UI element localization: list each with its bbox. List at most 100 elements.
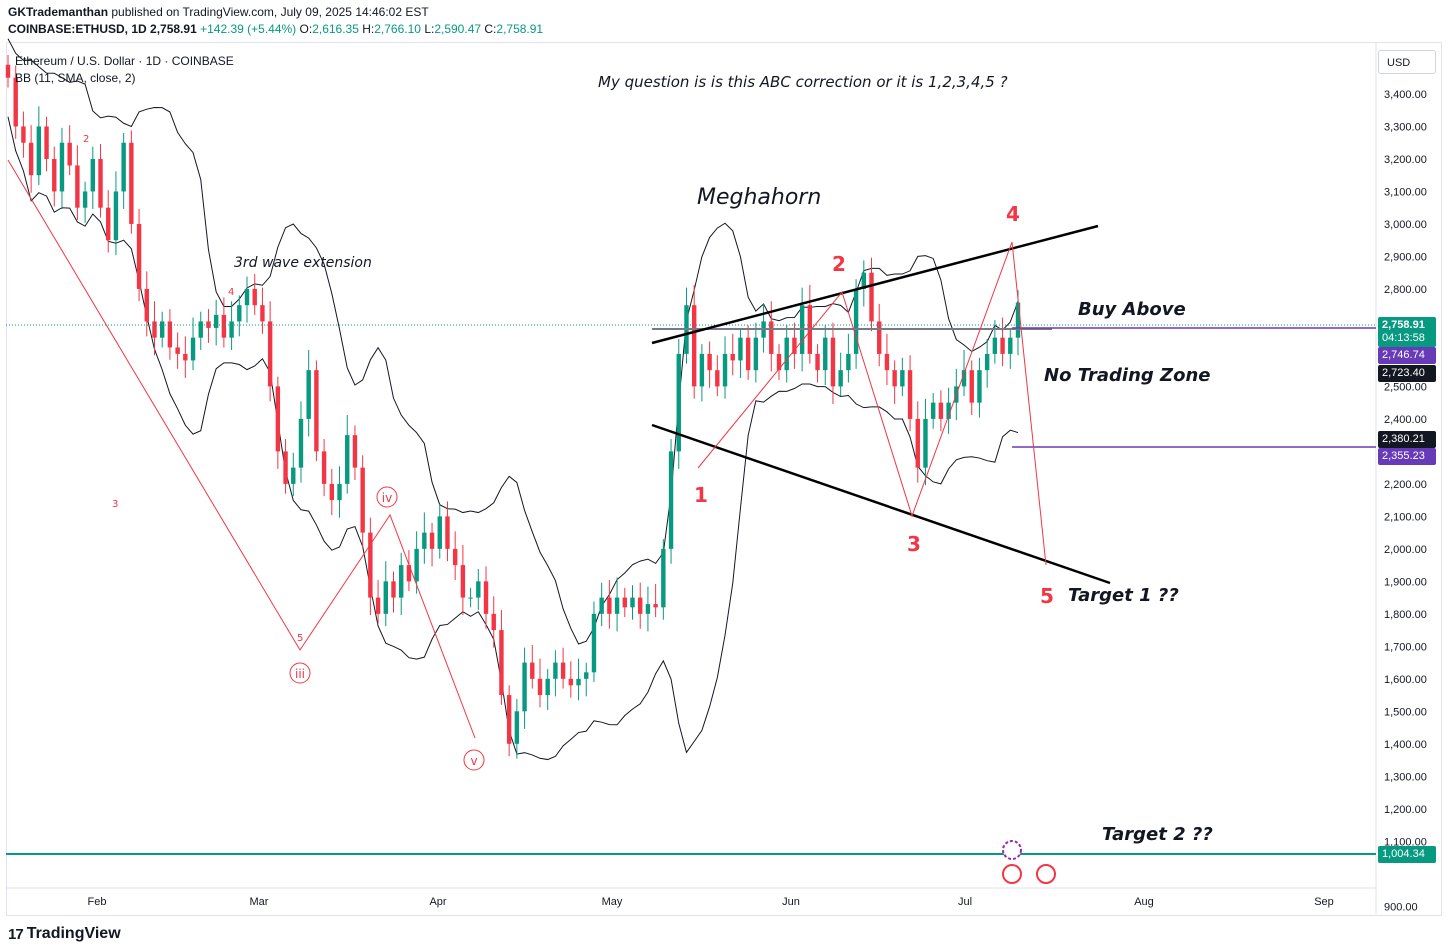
candle-body — [483, 581, 489, 614]
us-flag-event-icon-2[interactable] — [1036, 864, 1056, 884]
candle-body — [676, 353, 681, 452]
candle-body — [190, 337, 196, 361]
candle-body — [113, 191, 119, 241]
candle-body — [59, 142, 65, 192]
x-tick-label: Sep — [1314, 896, 1334, 908]
question-text: My question is is this ABC correction or… — [598, 73, 1008, 91]
candle-body — [368, 532, 373, 598]
drawings — [6, 159, 1376, 855]
ohlc-low-label: L: — [424, 22, 435, 36]
y-tick-label: 1,600.00 — [1384, 674, 1427, 686]
x-tick-label: May — [602, 896, 623, 908]
candle-body — [221, 314, 227, 338]
ohlc-close: 2,758.91 — [496, 22, 544, 36]
candle-body — [144, 288, 149, 322]
candle-body — [506, 695, 512, 744]
candle-body — [946, 402, 951, 419]
candle-body — [414, 548, 419, 582]
candle-body — [445, 516, 450, 549]
extension-text: 3rd wave extension — [234, 255, 372, 271]
candle-body — [260, 305, 265, 322]
axis-layer — [6, 42, 1377, 916]
candle-body — [853, 288, 859, 354]
symbol-name: COINBASE:ETHUSD, 1D — [8, 22, 147, 36]
bb-lower-band — [7, 116, 1019, 761]
candle-body — [13, 77, 18, 127]
candle-body — [884, 353, 890, 371]
currency-button[interactable]: USD — [1378, 50, 1436, 74]
wave-label-v: v — [470, 754, 477, 768]
candle-body — [437, 516, 442, 549]
y-tick-label: 1,400.00 — [1384, 739, 1427, 751]
y-tick-label: 3,000.00 — [1384, 219, 1427, 231]
price-tag-black-1: 2,723.40 — [1378, 365, 1436, 382]
candle-body — [607, 597, 612, 614]
candle-body — [1008, 337, 1013, 354]
y-tick-label: 1,100.00 — [1384, 836, 1427, 848]
author-name[interactable]: GKTrademanthan — [8, 5, 109, 19]
candle-body — [21, 126, 26, 143]
ohlc-low: 2,590.47 — [434, 22, 482, 36]
candle-body — [584, 672, 589, 679]
candle-body — [961, 370, 967, 387]
us-flag-event-icon[interactable] — [1002, 864, 1022, 884]
x-tick-label: Mar — [250, 896, 269, 908]
candle-body — [591, 613, 597, 673]
candle-body — [75, 165, 80, 208]
candle-body — [345, 435, 350, 484]
candle-body — [630, 597, 635, 608]
candle-body — [707, 353, 712, 371]
legend-title: Ethereum / U.S. Dollar · 1D · COINBASE — [15, 54, 234, 68]
pattern-title: Meghahorn — [697, 185, 821, 210]
wave-label-3: 3 — [907, 532, 921, 556]
candle-body — [491, 613, 496, 631]
candle-body — [861, 272, 867, 289]
candle-body — [838, 370, 843, 387]
megaphone-lower-line — [651, 423, 1111, 585]
candle-body — [930, 402, 936, 419]
y-tick-label: 900.00 — [1384, 901, 1418, 913]
axis-labels: 3,500.003,400.003,300.003,200.003,100.00… — [88, 56, 1427, 913]
candle-body — [28, 142, 34, 176]
y-tick-label: 2,000.00 — [1384, 544, 1427, 556]
candle-body — [568, 678, 574, 686]
candle-body — [375, 597, 381, 614]
candle-body — [923, 418, 928, 468]
tradingview-logo-icon: 17 — [8, 925, 24, 943]
candle-body — [738, 337, 743, 361]
candle-body — [907, 370, 913, 419]
candle-body — [422, 532, 427, 549]
y-tick-label: 1,900.00 — [1384, 576, 1427, 588]
small-wave-2: 2 — [83, 134, 89, 145]
candle-body — [267, 321, 273, 387]
price-tag-last: 2,758.91 04:13:58 — [1378, 317, 1436, 347]
candle-body — [730, 353, 735, 361]
circle-v — [463, 749, 485, 771]
candle-body — [622, 597, 627, 608]
y-tick-label: 2,100.00 — [1384, 511, 1427, 523]
ohlc-open-label: O: — [299, 22, 313, 36]
candle-body — [614, 597, 620, 614]
candle-body — [383, 581, 388, 614]
wave-line-left — [7, 159, 476, 739]
target1-text: Target 1 ?? — [1068, 585, 1179, 606]
lightning-event-icon[interactable] — [1002, 840, 1022, 860]
candle-body — [213, 314, 219, 328]
price-tag-purple-1: 2,746.74 — [1378, 347, 1436, 364]
candle-body — [337, 483, 342, 501]
candle-body — [745, 337, 751, 371]
ohlc-close-label: C: — [484, 22, 497, 36]
candle-body — [977, 370, 982, 403]
legend-indicator[interactable]: BB (11, SMA, close, 2) — [15, 71, 136, 85]
wave-label-1: 1 — [694, 483, 708, 507]
candle-body — [892, 370, 897, 387]
footer-brand[interactable]: 17 TradingView — [8, 922, 121, 946]
price-tag-green: 1,004.34 — [1378, 846, 1436, 863]
y-tick-label: 1,300.00 — [1384, 771, 1427, 783]
wave-line-right — [697, 241, 1047, 566]
candle-body — [992, 337, 998, 354]
candle-body — [152, 321, 157, 338]
chart-frame[interactable] — [6, 42, 1442, 916]
candle-body — [429, 532, 435, 549]
